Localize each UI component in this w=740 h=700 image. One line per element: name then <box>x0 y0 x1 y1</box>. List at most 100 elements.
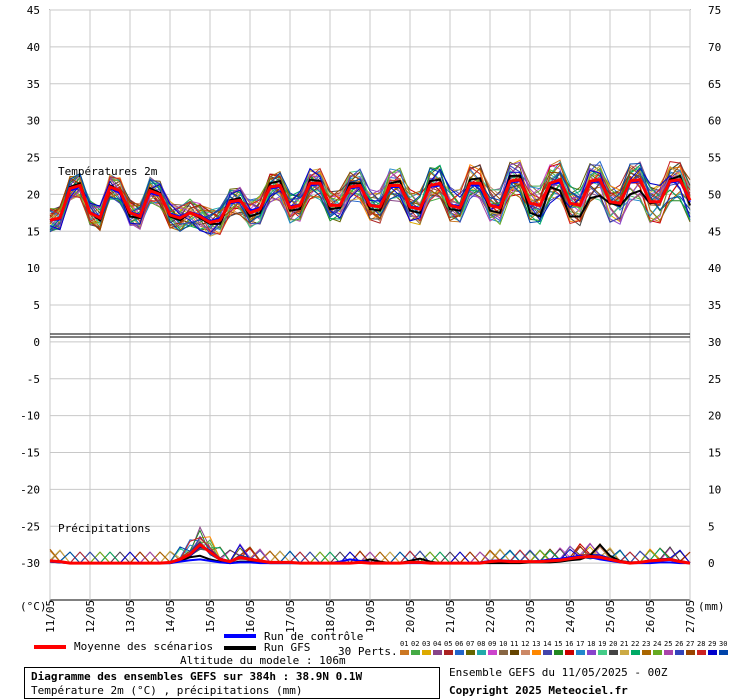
x-tick-label: 20/05 <box>404 600 417 633</box>
pert-color-swatch <box>697 650 706 655</box>
footer-title-box: Diagramme des ensembles GEFS sur 384h : … <box>24 667 440 699</box>
pert-number: 14 <box>543 640 552 648</box>
pert-color-swatch <box>642 650 651 655</box>
right-tick-label: 75 <box>708 4 721 17</box>
right-tick-label: 10 <box>708 483 721 496</box>
pert-color-swatch <box>631 650 640 655</box>
left-tick-label: -5 <box>27 373 40 386</box>
left-tick-label: 0 <box>33 336 40 349</box>
x-tick-label: 13/05 <box>124 600 137 633</box>
pert-color-swatch <box>488 650 497 655</box>
legend-mean-label: Moyenne des scénarios <box>74 640 214 653</box>
pert-number: 30 <box>719 640 728 648</box>
left-tick-label: 20 <box>27 188 40 201</box>
pert-number: 06 <box>455 640 464 648</box>
pert-number: 13 <box>532 640 541 648</box>
left-tick-label: -15 <box>20 447 40 460</box>
x-tick-label: 12/05 <box>84 600 97 633</box>
left-tick-label: -25 <box>20 520 40 533</box>
series-lines <box>49 174 692 565</box>
pert-color-swatch <box>422 650 431 655</box>
perts-label: 30 Perts. <box>338 645 398 658</box>
pert-number: 25 <box>664 640 673 648</box>
pert-number: 02 <box>411 640 420 648</box>
pert-color-swatch <box>400 650 409 655</box>
right-tick-label: 55 <box>708 152 721 165</box>
ensemble-run-label: Ensemble GEFS du 11/05/2025 - 00Z <box>449 666 668 679</box>
left-tick-label: 10 <box>27 262 40 275</box>
left-tick-label: -30 <box>20 557 40 570</box>
pert-color-swatch <box>444 650 453 655</box>
left-tick-label: 35 <box>27 78 40 91</box>
right-unit-label: (mm) <box>698 600 725 613</box>
right-tick-label: 15 <box>708 447 721 460</box>
pert-color-swatch <box>565 650 574 655</box>
pert-color-swatch <box>466 650 475 655</box>
pert-number: 28 <box>697 640 706 648</box>
pert-number: 22 <box>631 640 640 648</box>
right-tick-label: 70 <box>708 41 721 54</box>
left-tick-label: 25 <box>27 152 40 165</box>
x-tick-label: 26/05 <box>644 600 657 633</box>
right-tick-label: 25 <box>708 373 721 386</box>
member-temp-line <box>49 164 691 232</box>
pert-number: 01 <box>400 640 409 648</box>
pert-number: 23 <box>642 640 651 648</box>
precip-mean-line <box>49 542 691 565</box>
right-tick-label: 65 <box>708 78 721 91</box>
left-axis: 45 40 35 30 25 20 15 10 5 0 -5 -10 -15 -20 -25 -30 <box>20 4 40 570</box>
pert-number: 04 <box>433 640 442 648</box>
temp-gfs-line <box>49 174 691 225</box>
member-temp-line <box>49 167 691 230</box>
x-tick-label: 25/05 <box>604 600 617 633</box>
x-axis: 11/05 12/05 13/05 14/05 15/05 16/05 17/05 18/05… <box>44 600 697 633</box>
pert-number: 15 <box>554 640 563 648</box>
pert-color-swatch <box>653 650 662 655</box>
pert-color-swatch <box>620 650 629 655</box>
pert-number: 19 <box>598 640 607 648</box>
grid <box>49 9 691 600</box>
pert-color-swatch <box>433 650 442 655</box>
pert-color-swatch <box>598 650 607 655</box>
x-tick-label: 21/05 <box>444 600 457 633</box>
right-tick-label: 0 <box>708 557 715 570</box>
x-tick-label: 23/05 <box>524 600 537 633</box>
pert-color-swatch <box>411 650 420 655</box>
x-tick-label: 14/05 <box>164 600 177 633</box>
right-tick-label: 60 <box>708 115 721 128</box>
x-tick-label: 16/05 <box>244 600 257 633</box>
right-tick-label: 45 <box>708 225 721 238</box>
pert-number: 21 <box>620 640 629 648</box>
legend-gfs-swatch <box>224 646 256 650</box>
x-tick-label: 17/05 <box>284 600 297 633</box>
pert-number: 20 <box>609 640 618 648</box>
pert-color-swatch <box>708 650 717 655</box>
x-tick-label: 18/05 <box>324 600 337 633</box>
copyright-label: Copyright 2025 Meteociel.fr <box>449 684 628 697</box>
left-tick-label: 45 <box>27 4 40 17</box>
pert-number: 17 <box>576 640 585 648</box>
left-tick-label: -20 <box>20 483 40 496</box>
right-tick-label: 20 <box>708 410 721 423</box>
right-tick-label: 30 <box>708 336 721 349</box>
pert-color-swatch <box>521 650 530 655</box>
x-tick-label: 11/05 <box>44 600 57 633</box>
pert-color-swatch <box>455 650 464 655</box>
right-tick-label: 35 <box>708 299 721 312</box>
legend-control-swatch <box>224 634 256 638</box>
x-tick-label: 24/05 <box>564 600 577 633</box>
legend-gfs-label: Run GFS <box>264 641 311 654</box>
footer-subtitle: Température 2m (°C) , précipitations (mm… <box>31 684 303 697</box>
precip-section-label: Précipitations <box>58 522 151 535</box>
temp-section-label: Températures 2m <box>58 165 158 178</box>
pert-number: 24 <box>653 640 662 648</box>
pert-color-swatch <box>543 650 552 655</box>
pert-number: 10 <box>499 640 508 648</box>
pert-color-swatch <box>664 650 673 655</box>
pert-color-swatch <box>719 650 728 655</box>
pert-number: 27 <box>686 640 695 648</box>
pert-number: 12 <box>521 640 530 648</box>
right-tick-label: 50 <box>708 188 721 201</box>
